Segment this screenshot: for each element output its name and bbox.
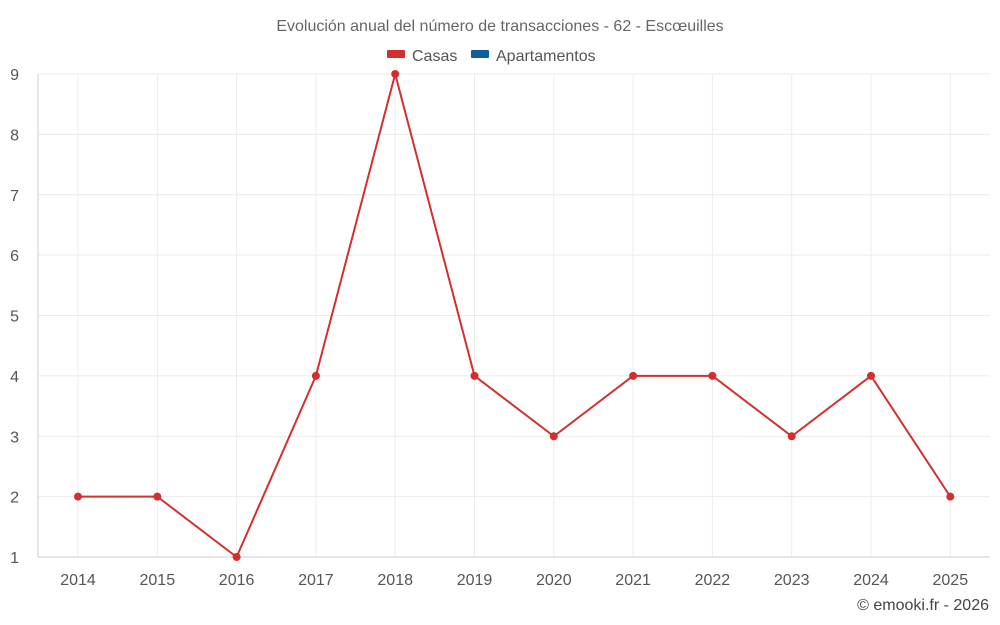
data-point-casas-2021[interactable] [629, 371, 638, 380]
x-tick-label: 2025 [933, 572, 969, 589]
data-point-casas-2016[interactable] [232, 553, 241, 561]
data-point-casas-2019[interactable] [470, 371, 479, 380]
x-tick-label: 2021 [615, 572, 651, 589]
x-tick-label: 2018 [377, 572, 413, 589]
x-tick-label: 2015 [140, 572, 176, 589]
x-tick-label: 2023 [774, 572, 810, 589]
legend: Casas Apartamentos [387, 48, 596, 65]
data-point-casas-2023[interactable] [787, 432, 796, 441]
data-point-casas-2017[interactable] [311, 371, 320, 380]
data-point-casas-2018[interactable] [391, 70, 400, 78]
chart-title: Evolución anual del número de transaccio… [276, 18, 723, 35]
y-tick-label: 3 [10, 429, 19, 446]
y-tick-label: 4 [10, 369, 19, 386]
data-point-casas-2015[interactable] [153, 492, 162, 501]
y-tick-label: 9 [10, 67, 19, 84]
data-point-casas-2025[interactable] [946, 492, 955, 501]
x-tick-label: 2016 [219, 572, 255, 589]
x-tick-label: 2020 [536, 572, 572, 589]
y-tick-label: 2 [10, 490, 19, 507]
y-tick-label: 8 [10, 127, 19, 144]
grid [38, 73, 990, 558]
y-tick-label: 1 [10, 550, 19, 567]
legend-label-apartamentos[interactable]: Apartamentos [496, 48, 596, 65]
data-point-casas-2020[interactable] [549, 432, 558, 441]
y-tick-label: 7 [10, 188, 19, 205]
legend-swatch-apartamentos [471, 50, 489, 58]
x-tick-label: 2019 [457, 572, 493, 589]
x-tick-label: 2014 [60, 572, 96, 589]
y-tick-label: 5 [10, 309, 19, 326]
y-tick-label: 6 [10, 248, 19, 265]
axes: 1 2 3 4 5 6 7 8 9 2014 2015 2016 2017 2018 2019 2020 202… [10, 67, 990, 589]
data-point-casas-2014[interactable] [74, 492, 82, 501]
legend-swatch-casas [387, 50, 405, 58]
x-tick-label: 2024 [853, 572, 889, 589]
legend-label-casas[interactable]: Casas [412, 48, 457, 65]
x-tick-label: 2022 [695, 572, 731, 589]
x-tick-label: 2017 [298, 572, 334, 589]
credit-text: © emooki.fr - 2026 [857, 597, 989, 614]
series-line-casas [78, 73, 952, 558]
data-point-casas-2024[interactable] [867, 371, 875, 380]
series-layer [74, 70, 955, 561]
data-point-casas-2022[interactable] [708, 371, 717, 380]
